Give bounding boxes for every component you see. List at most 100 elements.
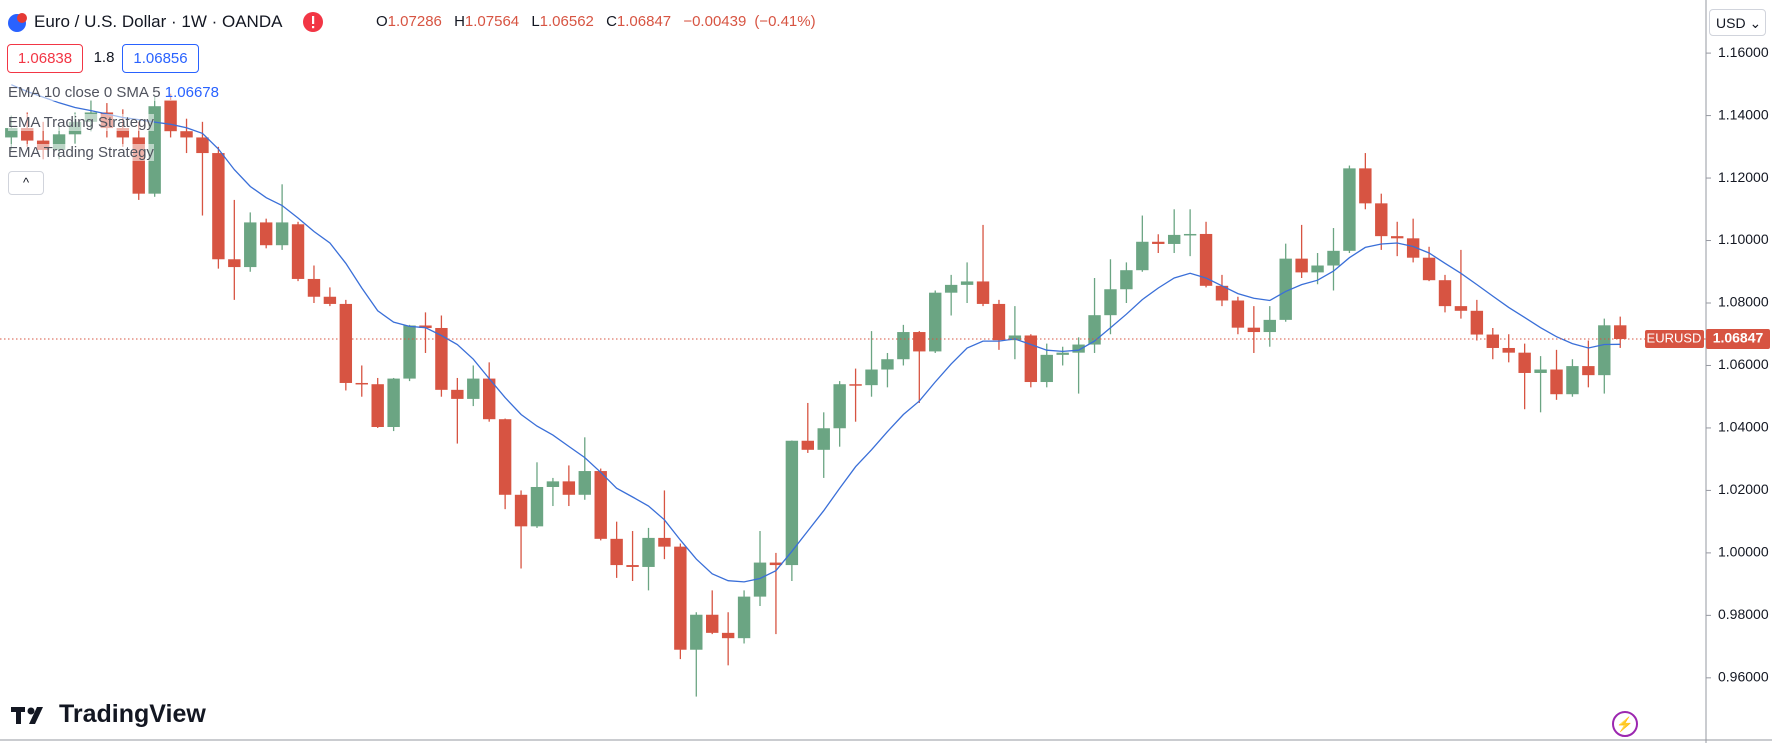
y-tick-label: 0.98000 xyxy=(1718,606,1769,622)
candle-body xyxy=(1406,238,1420,258)
candle-body xyxy=(1438,280,1452,307)
candle-body xyxy=(498,419,512,495)
candle-body xyxy=(1598,325,1611,376)
ask-button[interactable]: 1.06856 xyxy=(122,44,199,73)
candle-body xyxy=(913,332,926,352)
candle-body xyxy=(1311,265,1324,273)
candle-body xyxy=(164,99,177,132)
indicator-value: 1.06678 xyxy=(164,84,219,101)
candle-body xyxy=(371,384,384,428)
candle-body xyxy=(435,327,448,390)
ohlc-value: 1.06847 xyxy=(616,13,672,30)
candle-body xyxy=(578,471,591,495)
y-tick-label: 1.02000 xyxy=(1718,481,1769,497)
change-pct: (−0.41%) xyxy=(754,13,816,30)
candle-body xyxy=(1343,168,1356,251)
candle-body xyxy=(323,296,337,304)
candle-body xyxy=(1215,285,1229,301)
flag-icon xyxy=(8,13,27,32)
candle-body xyxy=(403,325,416,379)
price-tag xyxy=(1706,329,1770,350)
candle-body xyxy=(817,428,830,450)
candle-body xyxy=(530,486,544,527)
candle-body xyxy=(244,222,257,268)
candle-body xyxy=(1247,327,1261,333)
candle-body xyxy=(355,382,368,385)
candle-body xyxy=(1391,236,1404,239)
alert-icon[interactable] xyxy=(300,11,326,33)
symbol-header[interactable]: Euro / U.S. Dollar · 1W · OANDA xyxy=(6,11,326,33)
candle-body xyxy=(228,259,241,268)
candle-body xyxy=(706,614,719,633)
candle-body xyxy=(1263,319,1276,333)
ohlc-values: O1.07286 H1.07564 L1.06562 C1.06847 −0.0… xyxy=(376,13,824,30)
bid-button[interactable]: 1.06838 xyxy=(7,44,83,73)
currency-select[interactable]: USD ⌄ xyxy=(1709,9,1766,36)
candle-body xyxy=(1199,233,1213,286)
y-tick-label: 1.14000 xyxy=(1718,106,1769,122)
ohlc-value: 1.06562 xyxy=(539,13,594,30)
candle-body xyxy=(1566,366,1579,395)
candle-body xyxy=(212,153,225,260)
currency: USD xyxy=(1716,15,1746,31)
candle-body xyxy=(1454,306,1468,311)
lightning-button[interactable]: ⚡ xyxy=(1612,711,1638,737)
symbol-title: Euro / U.S. Dollar · 1W · OANDA xyxy=(34,12,283,31)
ohlc-label: C xyxy=(606,13,617,30)
candle-body xyxy=(626,565,639,567)
candle-body xyxy=(721,632,735,639)
candle-body xyxy=(1183,233,1197,236)
candle-body xyxy=(419,325,432,328)
candle-body xyxy=(833,384,846,429)
candle-body xyxy=(259,222,273,246)
candle-body xyxy=(769,562,783,566)
candle-body xyxy=(594,471,607,539)
candle-body xyxy=(196,137,209,154)
candle-body xyxy=(1518,352,1531,373)
candle-body xyxy=(21,128,34,141)
y-tick-label: 1.08000 xyxy=(1718,294,1769,310)
candle-body xyxy=(737,596,751,639)
candle-body xyxy=(1486,334,1499,348)
candle-body xyxy=(992,303,1006,341)
candle-body xyxy=(1582,366,1595,376)
candle-body xyxy=(753,562,767,597)
candle-body xyxy=(483,378,496,420)
y-tick-label: 1.04000 xyxy=(1718,419,1769,435)
candle-body xyxy=(658,537,671,547)
candle-body xyxy=(1614,325,1627,340)
candle-body xyxy=(801,440,814,450)
candle-body xyxy=(1231,300,1245,328)
change: −0.00439 xyxy=(683,13,747,30)
ohlc-value: 1.07564 xyxy=(464,13,520,30)
candle-body xyxy=(610,538,623,566)
candle-body xyxy=(865,369,878,386)
candle-body xyxy=(1040,354,1053,383)
collapse-button[interactable]: ^ xyxy=(8,171,44,195)
candle-body xyxy=(849,384,862,386)
y-tick-label: 1.16000 xyxy=(1718,44,1769,60)
candle-body xyxy=(1470,310,1484,335)
strategy-legend[interactable]: EMA Trading Strategy xyxy=(8,114,154,131)
strategy-legend[interactable]: EMA Trading Strategy xyxy=(8,144,154,161)
y-tick-label: 1.06000 xyxy=(1718,356,1769,372)
candle-body xyxy=(1088,315,1101,345)
candle-body xyxy=(1056,352,1069,355)
y-tick-label: 0.96000 xyxy=(1718,669,1769,685)
brand-icon xyxy=(11,706,43,724)
candle-body xyxy=(5,128,18,138)
candle-body xyxy=(690,614,703,650)
brand-logo[interactable]: TradingView xyxy=(11,700,206,729)
candle-body xyxy=(467,378,480,399)
candle-body xyxy=(275,222,289,246)
ema-line xyxy=(11,84,1621,583)
candle-body xyxy=(1550,369,1563,395)
candle-body xyxy=(180,131,193,138)
candle-body xyxy=(960,281,974,285)
indicator-legend[interactable]: EMA 10 close 0 SMA 5 1.06678 xyxy=(8,84,219,101)
candle-body xyxy=(1152,241,1165,244)
candle-body xyxy=(1120,270,1133,290)
candle-body xyxy=(785,440,799,566)
candle-body xyxy=(1327,250,1340,266)
